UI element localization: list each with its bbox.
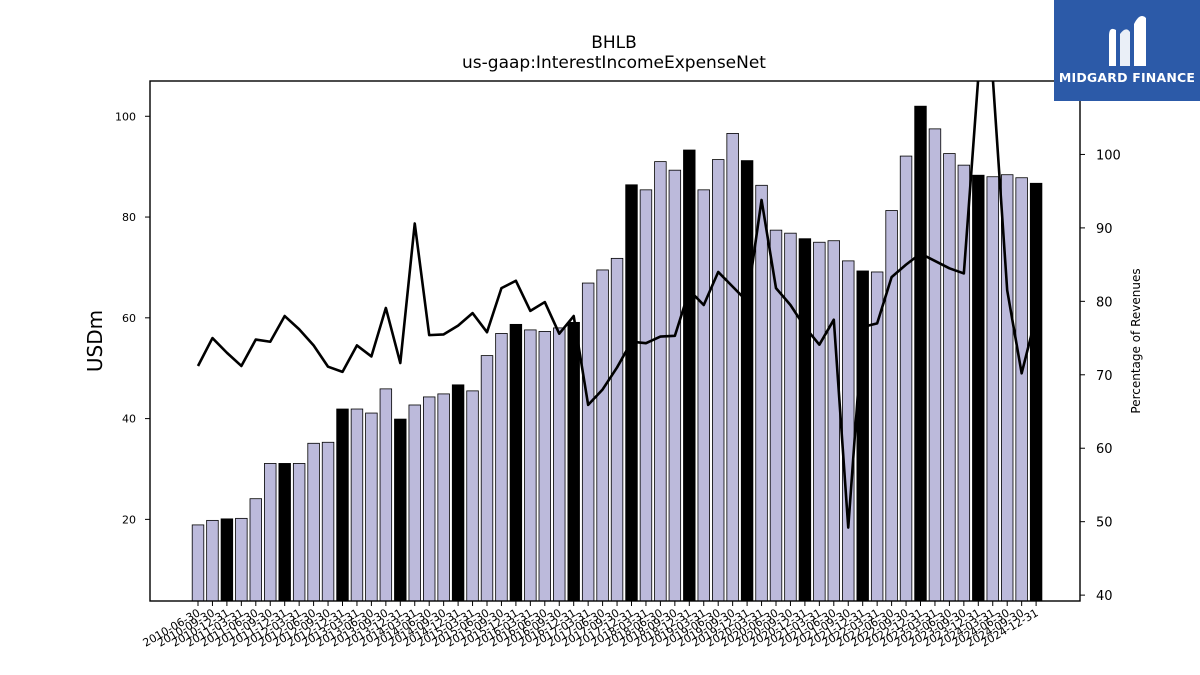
bar bbox=[856, 270, 869, 602]
logo-text: MIDGARD FINANCE bbox=[1058, 70, 1196, 85]
y-tick-label: 80 bbox=[122, 211, 136, 224]
bar-series bbox=[191, 105, 1043, 602]
x-axis: 2010-06-302010-09-302010-12-312011-03-31… bbox=[141, 601, 1041, 650]
bar bbox=[509, 323, 523, 602]
left-axis: 20 40 60 80 100 bbox=[115, 110, 150, 526]
bar bbox=[986, 176, 999, 602]
bar bbox=[813, 241, 826, 602]
bar bbox=[220, 518, 234, 602]
bar bbox=[321, 441, 335, 602]
y-tick-label: 40 bbox=[122, 413, 136, 426]
bar bbox=[581, 282, 595, 602]
bar bbox=[1015, 177, 1028, 602]
bar bbox=[885, 210, 898, 602]
y-tick-label: 60 bbox=[122, 312, 136, 325]
bar bbox=[668, 169, 682, 602]
bar bbox=[495, 333, 508, 602]
bar bbox=[610, 257, 624, 602]
bar bbox=[394, 418, 407, 602]
bar bbox=[437, 393, 450, 602]
bar bbox=[928, 128, 942, 602]
right-axis: 40 50 60 70 80 90 100 bbox=[1080, 148, 1121, 604]
bar bbox=[972, 174, 985, 602]
bar bbox=[336, 408, 349, 602]
y-axis-right-label: Percentage of Revenues bbox=[1129, 268, 1143, 413]
midgard-logo-icon bbox=[1109, 16, 1146, 66]
bar bbox=[755, 184, 768, 602]
brand-logo: MIDGARD FINANCE bbox=[1054, 0, 1200, 101]
bar bbox=[596, 269, 609, 602]
bar bbox=[683, 149, 696, 602]
bar bbox=[943, 153, 956, 602]
bar bbox=[235, 517, 248, 602]
bar bbox=[264, 463, 277, 602]
bar bbox=[365, 412, 378, 602]
bar bbox=[553, 327, 566, 602]
y-right-tick-label: 80 bbox=[1096, 295, 1113, 310]
bar bbox=[639, 189, 653, 602]
y-right-tick-label: 40 bbox=[1096, 589, 1113, 604]
chart-subtitle: us-gaap:InterestIncomeExpenseNet bbox=[462, 53, 766, 73]
bar bbox=[191, 524, 205, 602]
bar bbox=[842, 260, 855, 602]
y-tick-label: 20 bbox=[122, 513, 136, 526]
bar bbox=[524, 329, 537, 602]
bar bbox=[422, 396, 436, 602]
bar bbox=[249, 498, 263, 602]
y-right-tick-label: 70 bbox=[1096, 369, 1113, 384]
bar bbox=[451, 384, 465, 602]
bar bbox=[914, 105, 927, 602]
chart-title: BHLB bbox=[591, 33, 637, 53]
bar bbox=[480, 355, 494, 602]
y-right-tick-label: 50 bbox=[1096, 516, 1113, 531]
bar bbox=[307, 442, 320, 602]
bar bbox=[697, 189, 710, 602]
bar bbox=[567, 321, 580, 602]
bar bbox=[408, 404, 421, 602]
bar bbox=[278, 463, 291, 602]
bar bbox=[538, 331, 552, 602]
y-right-tick-label: 100 bbox=[1096, 148, 1121, 163]
y-tick-label: 100 bbox=[115, 110, 136, 123]
bar bbox=[726, 132, 739, 602]
percentage-line bbox=[196, 81, 1038, 529]
bar bbox=[625, 184, 638, 602]
y-right-tick-label: 60 bbox=[1096, 442, 1113, 457]
bar bbox=[350, 408, 364, 602]
bar bbox=[654, 161, 667, 602]
bar bbox=[466, 390, 479, 602]
bar bbox=[206, 519, 219, 602]
bar bbox=[740, 160, 754, 602]
bar bbox=[899, 155, 913, 602]
plot-frame bbox=[149, 80, 1081, 602]
bar bbox=[798, 238, 812, 602]
bar bbox=[712, 159, 725, 602]
y-axis-label: USDm bbox=[83, 310, 107, 372]
bar bbox=[1029, 182, 1043, 602]
line-series-layer bbox=[196, 81, 1038, 529]
bar bbox=[827, 240, 841, 602]
bar bbox=[784, 232, 797, 602]
bar bbox=[292, 463, 306, 602]
y-right-tick-label: 90 bbox=[1096, 222, 1113, 237]
bar bbox=[379, 388, 393, 602]
